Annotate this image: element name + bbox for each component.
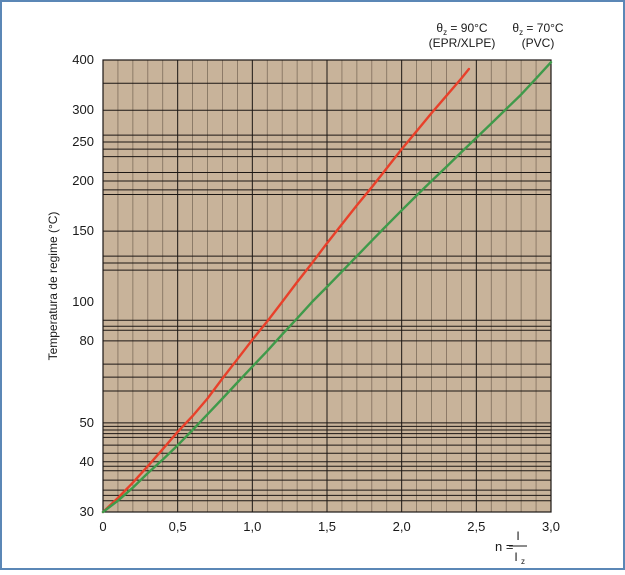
series-label-line2: (PVC): [522, 36, 555, 50]
y-tick-label: 40: [80, 454, 94, 469]
y-tick-label: 200: [72, 173, 94, 188]
series-label-line1: θz = 90°C: [436, 21, 488, 37]
series-line-1: [101, 61, 553, 514]
x-tick-label: 2,5: [467, 519, 485, 534]
series-line-0: [101, 67, 471, 514]
x-tick-label: 1,5: [318, 519, 336, 534]
x-axis-label-denominator: I: [514, 550, 517, 564]
y-tick-label: 100: [72, 294, 94, 309]
y-axis-label: Temperatura de regime (°C): [46, 212, 60, 361]
x-tick-label: 1,0: [243, 519, 261, 534]
x-axis-label-prefix: n =: [495, 539, 513, 554]
y-tick-label: 30: [80, 504, 94, 519]
x-axis-label-denominator-subscript: z: [521, 557, 525, 566]
x-tick-label: 2,0: [393, 519, 411, 534]
series-group: [101, 61, 553, 514]
x-tick-labels: 0 0,5 1,0 1,5 2,0 2,5 3,0: [99, 519, 560, 534]
series-label-0: θz = 90°C(EPR/XLPE): [429, 21, 496, 50]
series-label-line2: (EPR/XLPE): [429, 36, 496, 50]
x-tick-label: 0: [99, 519, 106, 534]
plot-border: [102, 59, 552, 513]
y-tick-label: 150: [72, 223, 94, 238]
x-tick-label: 0,5: [169, 519, 187, 534]
y-tick-label: 250: [72, 134, 94, 149]
series-label-1: θz = 70°C(PVC): [512, 21, 564, 50]
y-tick-label: 50: [80, 415, 94, 430]
y-tick-label: 400: [72, 52, 94, 67]
x-axis-label-numerator: I: [516, 529, 519, 543]
series-label-line1: θz = 70°C: [512, 21, 564, 37]
x-tick-label: 3,0: [542, 519, 560, 534]
y-tick-labels: 30 40 50 80 100 150 200 250 300 400: [72, 52, 94, 519]
y-tick-label: 80: [80, 333, 94, 348]
x-axis-label: n = II z: [495, 529, 527, 566]
y-tick-label: 300: [72, 102, 94, 117]
